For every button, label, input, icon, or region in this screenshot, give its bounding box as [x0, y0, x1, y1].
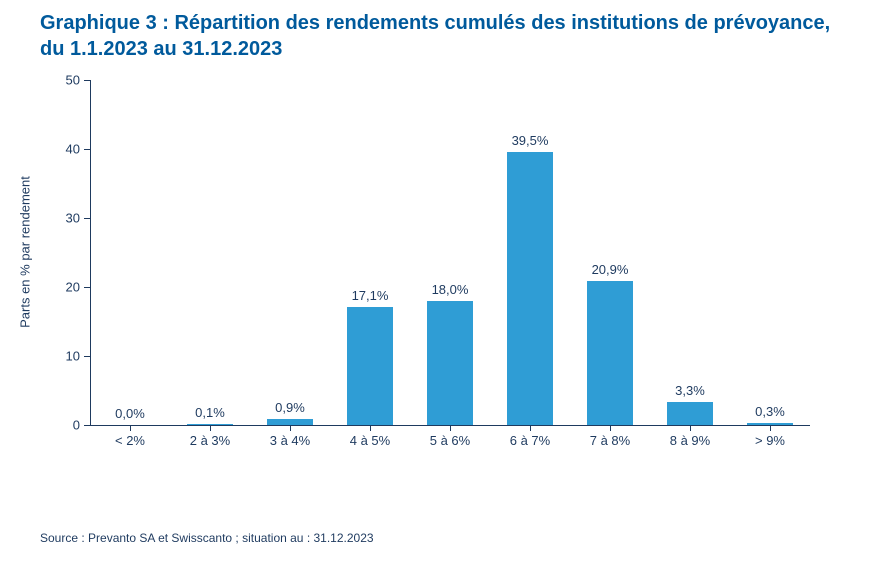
y-axis-label: Parts en % par rendement [18, 176, 33, 328]
y-tick [84, 425, 90, 426]
bar-slot: 17,1% [330, 80, 410, 425]
y-tick-label: 50 [40, 73, 80, 88]
y-tick-label: 40 [40, 142, 80, 157]
x-category-label: > 9% [730, 433, 810, 448]
source-text: Source : Prevanto SA et Swisscanto ; sit… [40, 531, 374, 545]
bar [347, 307, 393, 425]
x-tick [130, 425, 131, 431]
x-tick [610, 425, 611, 431]
y-tick-label: 20 [40, 280, 80, 295]
bar-slot: 0,3% [730, 80, 810, 425]
x-tick [210, 425, 211, 431]
bar-value-label: 3,3% [675, 383, 705, 398]
chart-container: Graphique 3 : Répartition des rendements… [0, 0, 888, 567]
bar [507, 152, 553, 425]
bar-value-label: 0,0% [115, 406, 145, 421]
bar [587, 281, 633, 425]
bar-value-label: 18,0% [432, 282, 469, 297]
x-category-label: 8 à 9% [650, 433, 730, 448]
bar [667, 402, 713, 425]
x-category-label: 3 à 4% [250, 433, 330, 448]
bars-group: 0,0% 0,1% 0,9% 17,1% 18,0% [90, 80, 810, 425]
y-tick-label: 0 [40, 418, 80, 433]
x-tick [290, 425, 291, 431]
bar-slot: 39,5% [490, 80, 570, 425]
y-tick-label: 30 [40, 211, 80, 226]
bar-slot: 3,3% [650, 80, 730, 425]
bar-value-label: 17,1% [352, 288, 389, 303]
x-tick [770, 425, 771, 431]
bar-value-label: 0,9% [275, 400, 305, 415]
x-category-label: 5 à 6% [410, 433, 490, 448]
bar-value-label: 20,9% [592, 262, 629, 277]
y-tick-label: 10 [40, 349, 80, 364]
x-category-label: 2 à 3% [170, 433, 250, 448]
x-tick [370, 425, 371, 431]
chart-title: Graphique 3 : Répartition des rendements… [40, 10, 838, 62]
bar-value-label: 0,1% [195, 405, 225, 420]
bar-value-label: 0,3% [755, 404, 785, 419]
chart-area: 0 10 20 30 40 50 Parts en % par rendemen… [90, 80, 810, 455]
x-tick [530, 425, 531, 431]
x-category-label: < 2% [90, 433, 170, 448]
x-tick [690, 425, 691, 431]
bar-slot: 18,0% [410, 80, 490, 425]
bar [427, 301, 473, 425]
bar-slot: 20,9% [570, 80, 650, 425]
bar-slot: 0,9% [250, 80, 330, 425]
x-category-label: 6 à 7% [490, 433, 570, 448]
bar-slot: 0,1% [170, 80, 250, 425]
plot-area: 0 10 20 30 40 50 Parts en % par rendemen… [90, 80, 810, 425]
bar-slot: 0,0% [90, 80, 170, 425]
x-category-label: 4 à 5% [330, 433, 410, 448]
bar-value-label: 39,5% [512, 133, 549, 148]
x-tick [450, 425, 451, 431]
x-category-label: 7 à 8% [570, 433, 650, 448]
